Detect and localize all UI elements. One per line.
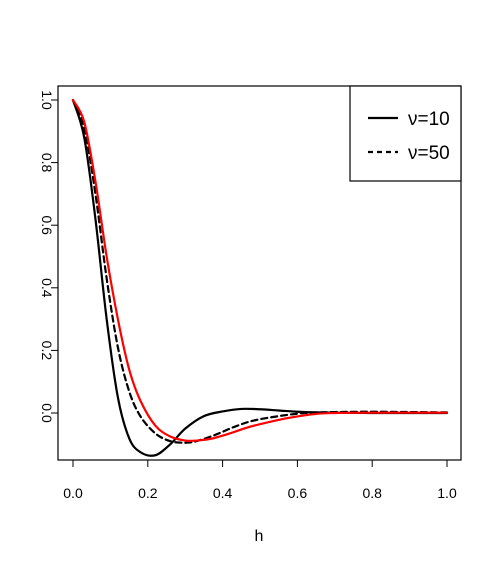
x-tick-label: 1.0 bbox=[437, 485, 457, 501]
y-tick-label: 0.4 bbox=[39, 278, 55, 298]
y-tick-label: 0.2 bbox=[39, 341, 55, 361]
x-tick-label: 0.2 bbox=[138, 485, 158, 501]
x-axis: 0.0 0.2 0.4 0.6 0.8 1.0 bbox=[63, 459, 457, 501]
legend-label-nu-50: ν=50 bbox=[408, 143, 450, 164]
x-tick-label: 0.0 bbox=[63, 485, 83, 501]
legend-box bbox=[349, 85, 462, 182]
x-tick-label: 0.4 bbox=[213, 485, 233, 501]
legend: ν=10 ν=50 bbox=[349, 85, 462, 182]
legend-label-nu-10: ν=10 bbox=[408, 109, 450, 130]
series-nu-50-line bbox=[71, 98, 449, 444]
x-axis-label: h bbox=[255, 528, 264, 545]
y-tick-label: 0.8 bbox=[39, 153, 55, 173]
y-axis: 0.0 0.2 0.4 0.6 0.8 1.0 bbox=[39, 90, 59, 423]
series-red-line bbox=[71, 98, 449, 443]
y-tick-label: 0.6 bbox=[39, 215, 55, 235]
x-tick-label: 0.8 bbox=[362, 485, 382, 501]
series-layer bbox=[71, 98, 449, 457]
x-tick-label: 0.6 bbox=[288, 485, 308, 501]
y-tick-label: 0.0 bbox=[39, 403, 55, 423]
y-tick-label: 1.0 bbox=[39, 90, 55, 110]
